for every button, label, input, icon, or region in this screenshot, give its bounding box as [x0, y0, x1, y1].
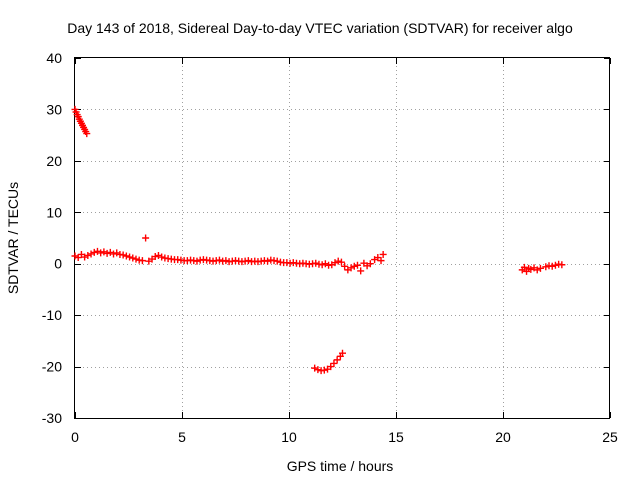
y-tick-label: -10 [42, 307, 62, 323]
data-point [71, 252, 79, 260]
data-point [215, 256, 223, 264]
x-tick-label: 0 [71, 429, 79, 445]
y-tick-label: 10 [46, 204, 62, 220]
data-point [154, 251, 162, 259]
data-point [106, 248, 114, 256]
data-point [321, 260, 329, 268]
y-tick-label: 0 [54, 256, 62, 272]
y-tick-label: 40 [46, 50, 62, 66]
data-point [119, 251, 127, 259]
axis-ticks: 0 5 10 15 20 25 -30 -20 -10 0 10 20 30 40 [42, 50, 618, 445]
data-point [357, 267, 365, 275]
y-tick-label: -30 [42, 410, 62, 426]
x-tick-label: 5 [178, 429, 186, 445]
data-point [110, 250, 118, 258]
y-tick-label: 20 [46, 153, 62, 169]
data-point [97, 249, 105, 257]
data-point [138, 257, 146, 265]
data-point [151, 253, 159, 261]
data-point [366, 260, 374, 268]
data-point [533, 266, 541, 274]
data-point [379, 250, 387, 258]
data-point [84, 251, 92, 259]
data-point [90, 248, 98, 256]
data-point [129, 254, 137, 262]
data-point [536, 264, 544, 272]
data-point [132, 255, 140, 263]
series-2 [311, 349, 346, 375]
data-point [353, 261, 361, 269]
data-point [87, 250, 95, 258]
y-tick-label: 30 [46, 101, 62, 117]
data-point [551, 261, 559, 269]
series-1 [71, 234, 387, 275]
data-point [93, 247, 101, 255]
data-point [548, 262, 556, 270]
data-point [81, 253, 89, 261]
data-point [273, 257, 281, 265]
data-point [222, 257, 230, 265]
data-point [327, 363, 335, 371]
series-0 [71, 105, 91, 138]
data-point [334, 257, 342, 265]
series-3 [518, 260, 566, 275]
data-point [83, 130, 91, 138]
data-point [318, 261, 326, 269]
data-point [113, 249, 121, 257]
data-point [74, 254, 82, 262]
data-point [312, 259, 320, 267]
chart-title: Day 143 of 2018, Sidereal Day-to-day VTE… [67, 20, 573, 36]
data-point [374, 254, 382, 262]
data-point [244, 257, 252, 265]
data-point [122, 252, 130, 260]
data-point [126, 253, 134, 261]
data-point [320, 366, 328, 374]
data-point [103, 249, 111, 257]
plot-frame [74, 57, 610, 419]
data-point [350, 262, 358, 270]
data-point [542, 263, 550, 271]
data-point [337, 258, 345, 266]
x-tick-label: 20 [495, 429, 511, 445]
data-point [158, 253, 166, 261]
data-point [520, 263, 528, 271]
grid-lines [75, 58, 610, 418]
data-point [377, 257, 385, 265]
data-marks [71, 105, 566, 375]
data-point [527, 265, 535, 273]
y-axis-label: SDTVAR / TECUs [5, 182, 21, 294]
data-point [339, 349, 346, 357]
x-tick-label: 10 [281, 429, 297, 445]
x-tick-label: 15 [388, 429, 404, 445]
data-point [558, 261, 566, 269]
y-tick-label: -20 [42, 359, 62, 375]
data-point [193, 257, 201, 265]
data-point [347, 264, 355, 272]
data-point [330, 359, 338, 367]
x-tick-label: 25 [602, 429, 618, 445]
data-point [314, 366, 322, 374]
data-point [333, 356, 341, 364]
data-point [264, 257, 272, 265]
data-point [311, 364, 319, 372]
data-point [100, 248, 108, 256]
x-axis-label: GPS time / hours [287, 458, 394, 474]
data-point [142, 234, 150, 242]
data-point [331, 259, 339, 267]
data-point [341, 262, 349, 270]
